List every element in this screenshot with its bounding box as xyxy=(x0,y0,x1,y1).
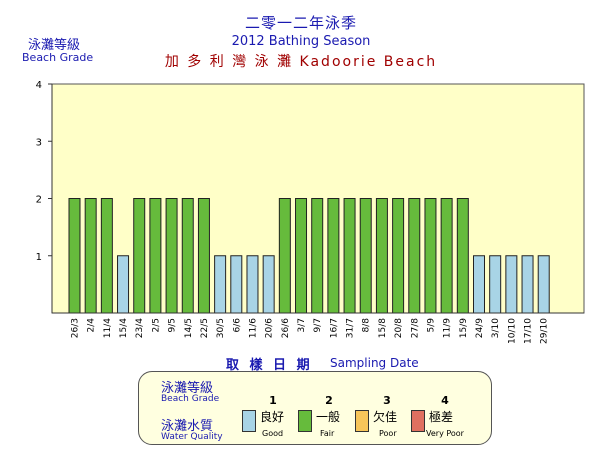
x-tick-label: 20/8 xyxy=(394,318,404,338)
bar xyxy=(537,255,550,314)
legend-grade-1-number: 1 xyxy=(269,394,277,407)
legend-box: 泳灘等級 Beach Grade 泳灘水質 Water Quality 1 良好… xyxy=(138,371,492,445)
y-axis-label-chinese: 泳灘等級 xyxy=(28,38,81,53)
y-tick-label: 3 xyxy=(36,137,42,148)
bar xyxy=(84,198,97,314)
legend-label-very-poor-chinese: 極差 xyxy=(429,410,454,424)
x-tick-label: 2/4 xyxy=(87,318,97,333)
x-tick-label: 9/5 xyxy=(168,318,178,332)
x-tick-label: 3/7 xyxy=(297,318,307,332)
x-tick-label: 23/4 xyxy=(135,318,145,338)
bar-chart: 1 2 3 4 26/3 2/4 11/4 15/4 23/4 2/5 9/5 14/5 22/5 30/… xyxy=(36,80,585,344)
x-tick-label: 9/7 xyxy=(313,318,323,332)
x-tick-label: 11/9 xyxy=(443,318,453,338)
legend-grade-2-number: 2 xyxy=(325,394,333,407)
legend-swatch-fair xyxy=(298,410,312,432)
x-tick-label: 15/4 xyxy=(119,318,129,338)
x-tick-label: 27/8 xyxy=(410,318,420,338)
x-tick-label: 2/5 xyxy=(151,318,161,332)
bar xyxy=(214,255,227,314)
legend-water-quality-label-english: Water Quality xyxy=(161,432,223,442)
bar xyxy=(68,198,81,314)
y-tick-label: 2 xyxy=(36,195,42,206)
x-tick-label: 10/10 xyxy=(507,318,517,344)
legend-label-good-english: Good xyxy=(262,429,284,438)
x-tick-label: 26/6 xyxy=(281,318,291,338)
bar xyxy=(278,198,291,314)
bar xyxy=(505,255,518,314)
x-tick-label: 6/6 xyxy=(232,318,242,333)
bar xyxy=(117,255,130,314)
x-tick-label: 30/5 xyxy=(216,318,226,338)
bar xyxy=(424,198,437,314)
y-tick-label: 1 xyxy=(36,252,42,263)
legend-swatch-good xyxy=(242,410,256,432)
x-tick-label: 8/8 xyxy=(362,318,372,333)
x-tick-label: 22/5 xyxy=(200,318,210,338)
x-tick-label: 15/9 xyxy=(459,318,469,338)
legend-label-fair-chinese: 一般 xyxy=(316,410,341,424)
legend-grade-4-number: 4 xyxy=(441,394,449,407)
x-tick-label: 17/10 xyxy=(524,318,534,344)
x-tick-label: 29/10 xyxy=(540,318,550,344)
bar xyxy=(392,198,405,314)
legend-water-quality-label-chinese: 泳灘水質 xyxy=(161,419,214,434)
legend-label-poor-english: Poor xyxy=(379,429,397,438)
x-axis-label-chinese: 取 樣 日 期 xyxy=(226,358,313,373)
legend-grade-3-number: 3 xyxy=(383,394,391,407)
bar xyxy=(133,198,146,314)
legend-swatch-very-poor xyxy=(411,410,425,432)
bar xyxy=(197,198,210,314)
bar xyxy=(149,198,162,314)
bar xyxy=(327,198,340,314)
bar xyxy=(262,255,275,314)
x-tick-label: 14/5 xyxy=(184,318,194,338)
y-tick-label: 4 xyxy=(36,80,42,91)
bar xyxy=(359,198,372,314)
y-axis-label-english: Beach Grade xyxy=(22,51,94,64)
x-tick-label: 24/9 xyxy=(475,318,485,338)
bar xyxy=(295,198,308,314)
legend-label-good-chinese: 良好 xyxy=(260,410,285,424)
bar xyxy=(489,255,502,314)
legend-grade-label-chinese: 泳灘等級 xyxy=(161,381,214,396)
legend-label-poor-chinese: 欠佳 xyxy=(373,410,398,424)
legend-swatch-poor xyxy=(355,410,369,432)
bar xyxy=(408,198,421,314)
beach-name: 加 多 利 灣 泳 灘 Kadoorie Beach xyxy=(164,54,438,70)
x-tick-label: 11/4 xyxy=(103,318,113,338)
bar xyxy=(181,198,194,314)
bar xyxy=(100,198,113,314)
bar xyxy=(456,198,469,314)
bar xyxy=(165,198,178,314)
chart-title-english: 2012 Bathing Season xyxy=(231,34,371,49)
legend-label-very-poor-english: Very Poor xyxy=(426,429,464,438)
x-tick-label: 5/9 xyxy=(426,318,436,333)
chart-title-chinese: 二零一二年泳季 xyxy=(244,14,357,32)
bar xyxy=(230,255,243,314)
x-tick-label: 26/3 xyxy=(71,318,81,338)
bar xyxy=(311,198,324,314)
x-tick-label: 20/6 xyxy=(265,318,275,338)
bar xyxy=(375,198,388,314)
bar xyxy=(246,255,259,314)
x-tick-label: 11/6 xyxy=(248,318,258,338)
bar xyxy=(343,198,356,314)
legend-label-fair-english: Fair xyxy=(320,429,335,438)
bar xyxy=(440,198,453,314)
x-tick-label: 16/7 xyxy=(329,318,339,338)
x-tick-label: 3/10 xyxy=(491,318,501,338)
x-tick-label: 31/7 xyxy=(346,318,356,338)
x-tick-label: 15/8 xyxy=(378,318,388,338)
x-axis-label-english: Sampling Date xyxy=(330,356,419,370)
bar xyxy=(473,255,485,314)
legend-grade-label-english: Beach Grade xyxy=(161,394,220,404)
bar xyxy=(521,255,534,314)
